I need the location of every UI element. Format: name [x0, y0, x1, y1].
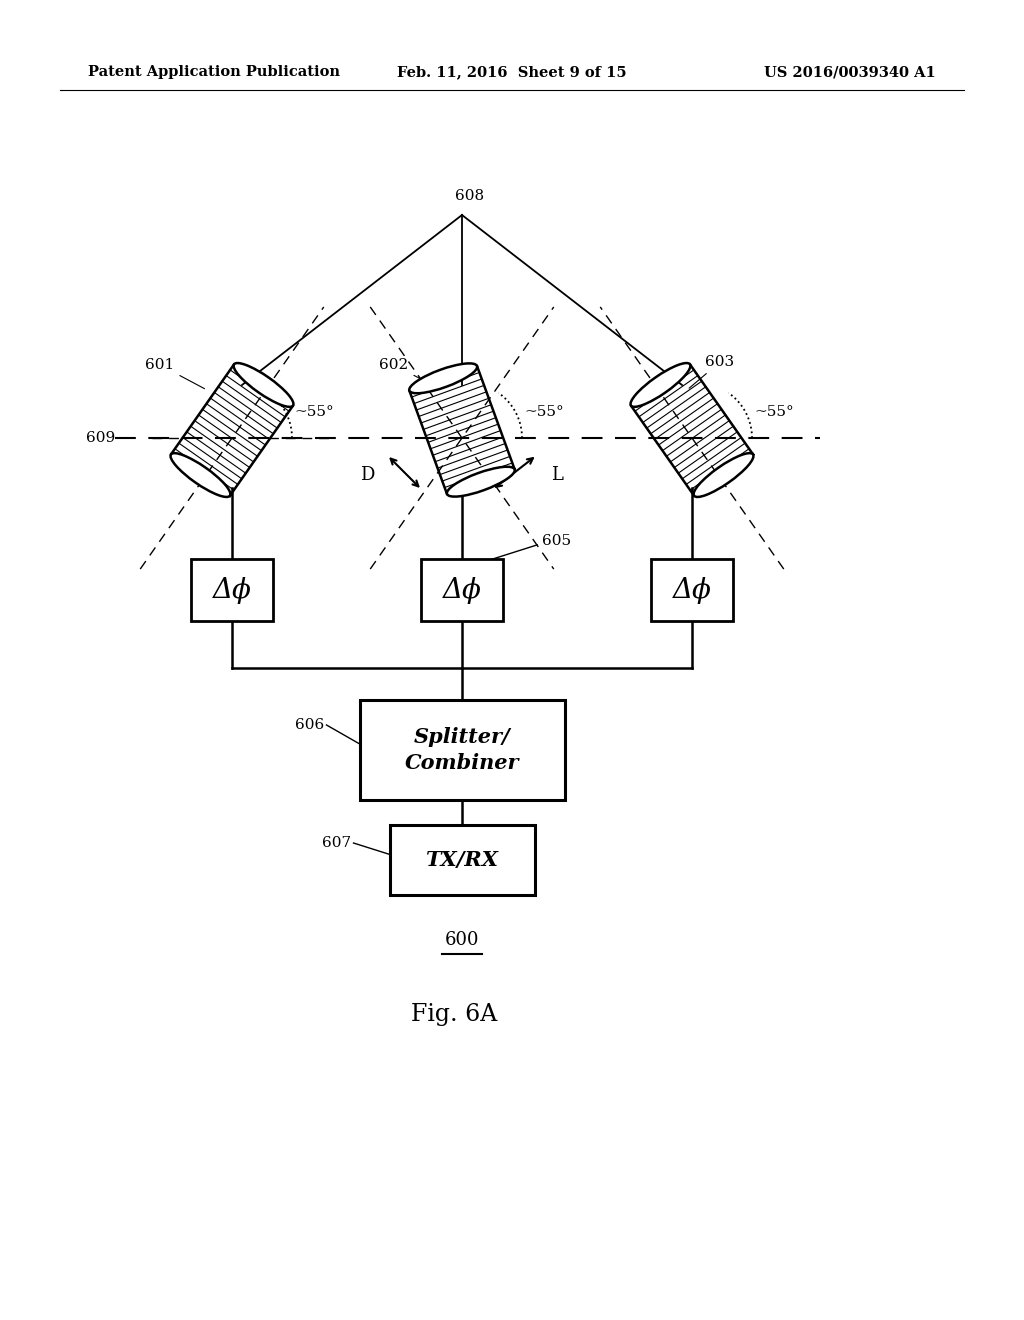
- Polygon shape: [171, 364, 293, 496]
- Bar: [651, 558, 733, 620]
- Polygon shape: [631, 364, 753, 496]
- Text: Δϕ: Δϕ: [442, 577, 481, 603]
- Ellipse shape: [171, 453, 230, 496]
- Polygon shape: [410, 366, 515, 494]
- Ellipse shape: [233, 363, 294, 407]
- Text: ~55°: ~55°: [294, 405, 334, 418]
- Text: D: D: [359, 466, 374, 484]
- Text: 601: 601: [145, 358, 205, 388]
- Text: 602: 602: [379, 358, 439, 388]
- Text: TX/RX: TX/RX: [426, 850, 499, 870]
- Text: Splitter/
Combiner: Splitter/ Combiner: [404, 727, 519, 774]
- Bar: [359, 700, 564, 800]
- Text: Patent Application Publication: Patent Application Publication: [88, 65, 340, 79]
- Text: 606: 606: [295, 718, 325, 733]
- Text: 605: 605: [542, 535, 571, 548]
- Text: ~55°: ~55°: [524, 405, 564, 418]
- Bar: [191, 558, 273, 620]
- Text: Δϕ: Δϕ: [213, 577, 252, 603]
- Bar: [421, 558, 503, 620]
- Text: 600: 600: [444, 931, 479, 949]
- Ellipse shape: [631, 363, 690, 407]
- Text: US 2016/0039340 A1: US 2016/0039340 A1: [764, 65, 936, 79]
- Bar: [389, 825, 535, 895]
- Ellipse shape: [446, 467, 515, 496]
- Text: Fig. 6A: Fig. 6A: [411, 1003, 497, 1027]
- Text: 608: 608: [456, 189, 484, 203]
- Text: 607: 607: [323, 836, 351, 850]
- Text: 603: 603: [689, 355, 734, 388]
- Ellipse shape: [693, 453, 754, 496]
- Text: Δϕ: Δϕ: [673, 577, 712, 603]
- Text: ~55°: ~55°: [754, 405, 794, 418]
- Text: 609: 609: [86, 432, 115, 445]
- Text: Feb. 11, 2016  Sheet 9 of 15: Feb. 11, 2016 Sheet 9 of 15: [397, 65, 627, 79]
- Ellipse shape: [410, 363, 477, 393]
- Text: L: L: [551, 466, 563, 484]
